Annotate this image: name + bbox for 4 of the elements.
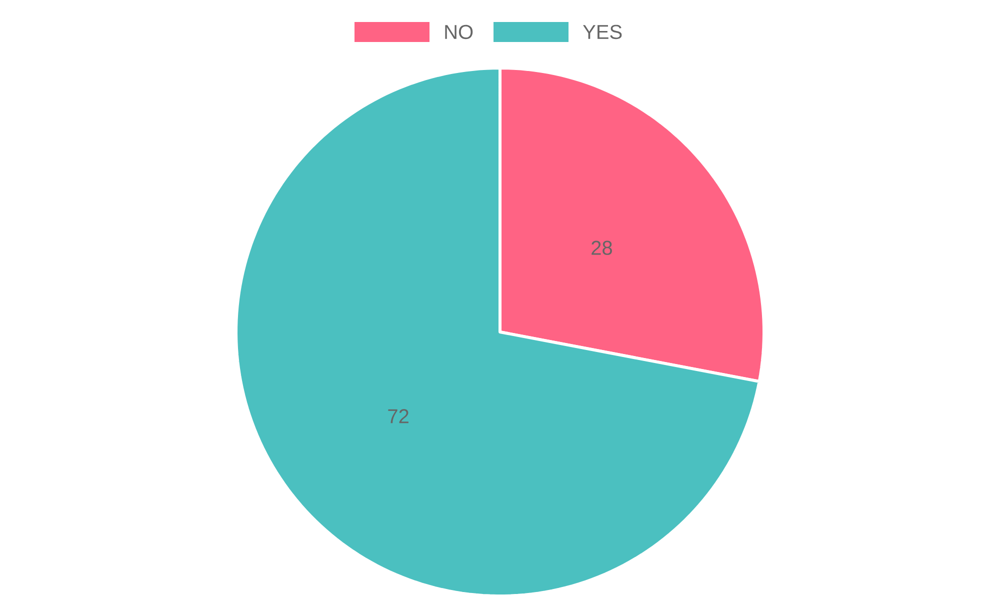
data-label: 28 bbox=[592, 240, 612, 255]
legend-label: NO bbox=[445, 24, 473, 40]
legend-label: YES bbox=[583, 24, 622, 40]
data-label: 72 bbox=[388, 409, 408, 424]
